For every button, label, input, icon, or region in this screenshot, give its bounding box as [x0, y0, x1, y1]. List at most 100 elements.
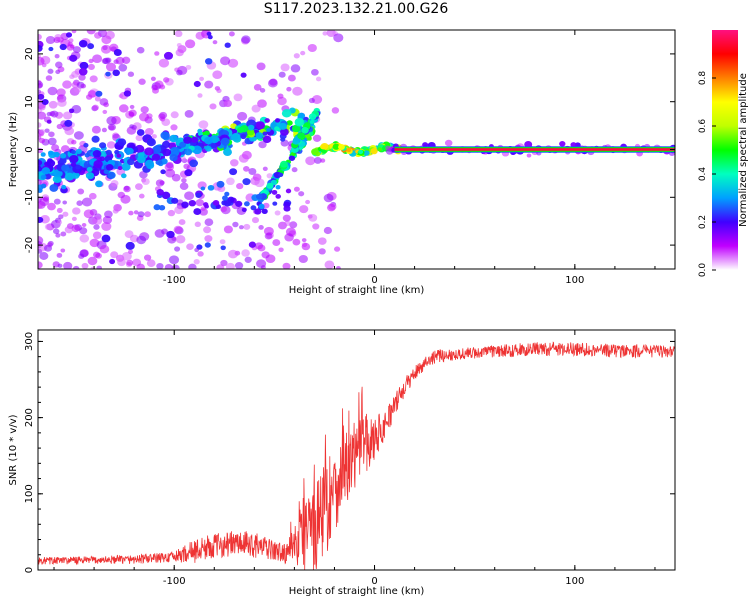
spectral-point	[41, 167, 51, 175]
spectral-point	[283, 205, 291, 212]
spectral-point	[171, 197, 179, 204]
spectral-point	[237, 111, 248, 121]
spectral-point	[150, 76, 156, 81]
spectral-point	[241, 249, 250, 257]
spectral-point	[243, 201, 250, 207]
y-tick-label: 100	[24, 484, 35, 503]
colorbar	[712, 30, 738, 270]
spectral-point	[220, 206, 227, 213]
spectral-point	[71, 30, 77, 34]
spectral-point	[81, 197, 93, 207]
spectral-point	[62, 200, 68, 205]
x-tick-label: 0	[371, 576, 377, 587]
spectral-point	[184, 191, 195, 201]
spectral-point	[179, 182, 189, 190]
spectral-point	[307, 43, 317, 53]
spectral-point	[159, 111, 168, 119]
spectral-point	[304, 133, 311, 139]
spectral-point	[46, 119, 52, 124]
spectral-point	[94, 32, 102, 39]
spectral-point	[38, 111, 47, 120]
spectral-point	[143, 254, 152, 261]
spectral-point	[346, 147, 352, 153]
spectral-point	[105, 62, 117, 72]
y-tick-label: 0	[24, 146, 35, 152]
spectral-point	[169, 146, 180, 156]
spectral-point	[69, 154, 79, 164]
y-axis-label: SNR (10 * v/v)	[8, 414, 19, 485]
spectral-point	[278, 122, 287, 130]
spectral-point	[54, 33, 62, 41]
spectral-point	[135, 134, 143, 142]
spectral-point	[277, 96, 287, 106]
snr-frame	[37, 329, 676, 571]
spectral-point	[285, 188, 292, 194]
spectral-point	[38, 236, 44, 245]
spectral-point	[179, 141, 187, 148]
spectral-point	[107, 123, 116, 131]
spectral-point	[125, 241, 135, 250]
spectral-point	[236, 182, 244, 190]
spectral-point	[76, 200, 83, 206]
spectral-point	[71, 149, 76, 155]
x-tick-label: -100	[163, 275, 186, 286]
spectral-point	[52, 261, 60, 268]
spectral-point	[232, 221, 239, 228]
spectral-point	[101, 222, 112, 231]
spectral-point	[311, 68, 319, 76]
x-axis-label: Height of straight line (km)	[289, 586, 425, 597]
spectral-point	[138, 78, 146, 85]
spectral-point	[186, 243, 194, 251]
spectral-point	[174, 206, 184, 215]
spectral-point	[240, 72, 247, 78]
spectral-point	[99, 156, 106, 162]
spectral-point	[154, 51, 160, 56]
spectral-point	[156, 262, 164, 269]
spectral-point	[312, 134, 322, 142]
spectral-point	[298, 191, 305, 197]
spectral-point	[305, 199, 311, 205]
spectral-point	[62, 211, 69, 217]
spectral-point	[47, 68, 54, 74]
y-tick-label: 10	[24, 95, 35, 108]
spectral-point	[338, 144, 345, 150]
spectral-point	[193, 208, 202, 216]
spectral-point	[181, 178, 187, 183]
spectral-point	[288, 155, 296, 161]
spectral-point	[219, 239, 226, 245]
spectral-point	[308, 97, 315, 104]
spectral-point	[315, 76, 322, 82]
spectral-point	[136, 46, 145, 54]
spectral-point	[231, 133, 241, 142]
spectral-point	[78, 74, 86, 81]
x-axis-label: Height of straight line (km)	[289, 285, 425, 296]
spectral-point	[280, 63, 290, 72]
spectral-point	[60, 153, 67, 159]
spectral-point	[158, 204, 166, 211]
spectral-point	[248, 241, 257, 248]
spectral-point	[140, 106, 149, 114]
spectral-point	[73, 86, 82, 93]
spectral-point	[284, 220, 291, 227]
spectral-point	[292, 86, 303, 96]
spectral-point	[262, 131, 268, 136]
spectral-point	[138, 112, 150, 122]
spectral-point	[251, 217, 260, 224]
spectral-point	[197, 93, 203, 98]
colorbar-tick-label: 0.2	[698, 215, 708, 229]
spectral-point	[238, 225, 244, 230]
spectral-point	[323, 193, 334, 203]
spectral-point	[333, 246, 341, 252]
spectral-point	[272, 201, 278, 206]
spectral-point	[280, 160, 288, 168]
spectral-point	[240, 133, 247, 140]
spectral-point	[106, 116, 117, 126]
spectral-point	[95, 180, 103, 188]
spectral-point	[358, 149, 364, 155]
spectral-point	[282, 262, 291, 269]
spectral-point	[86, 30, 96, 35]
y-tick-label: -10	[24, 189, 35, 205]
spectral-point	[57, 98, 67, 107]
spectral-point	[86, 167, 93, 173]
spectral-point	[104, 210, 113, 219]
